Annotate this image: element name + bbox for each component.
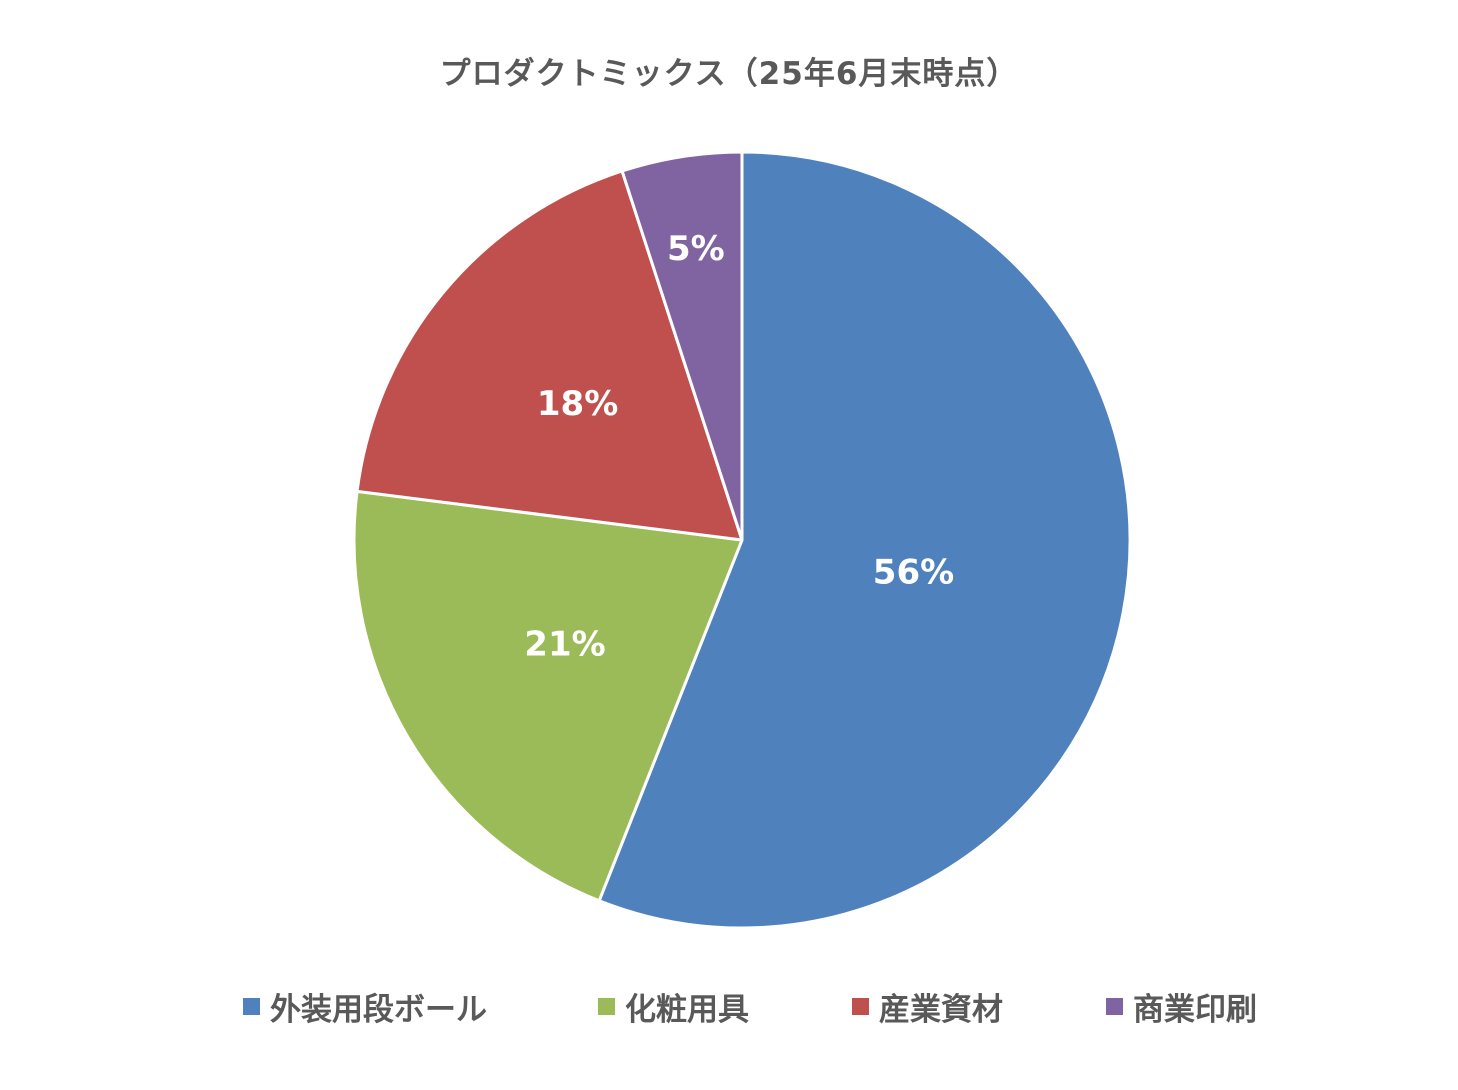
pie-slices (352, 150, 1132, 930)
legend-label-0: 外装用段ボール (270, 991, 487, 1028)
data-label-3: 5% (667, 229, 725, 269)
chart-title: プロダクトミックス（25年6月末時点） (439, 56, 1019, 92)
data-label-0: 56% (873, 553, 954, 593)
legend-swatch-0 (243, 997, 260, 1015)
legend-item-2[interactable]: 産業資材 (852, 984, 1003, 1028)
pie-slice-3[interactable] (620, 150, 744, 542)
legend-item-1[interactable]: 化粧用具 (598, 984, 749, 1028)
legend-swatch-3 (1106, 997, 1123, 1015)
legend: 外装用段ボール 化粧用具 産業資材 商業印刷 (0, 984, 1458, 1028)
legend-swatch-1 (598, 997, 615, 1015)
legend-label-3: 商業印刷 (1133, 991, 1257, 1028)
legend-swatch-2 (852, 997, 869, 1015)
data-label-1: 21% (524, 625, 605, 665)
pie-slice-2[interactable] (355, 169, 744, 542)
pie-slice-0[interactable] (597, 150, 1132, 930)
pie-data-labels: 56% 21% 18% 5% (524, 229, 954, 665)
legend-item-0[interactable]: 外装用段ボール (243, 984, 487, 1028)
legend-item-3[interactable]: 商業印刷 (1106, 984, 1257, 1028)
legend-label-2: 産業資材 (879, 991, 1003, 1028)
legend-label-1: 化粧用具 (625, 991, 749, 1028)
data-label-2: 18% (537, 384, 618, 424)
pie-slice-1[interactable] (352, 489, 744, 903)
